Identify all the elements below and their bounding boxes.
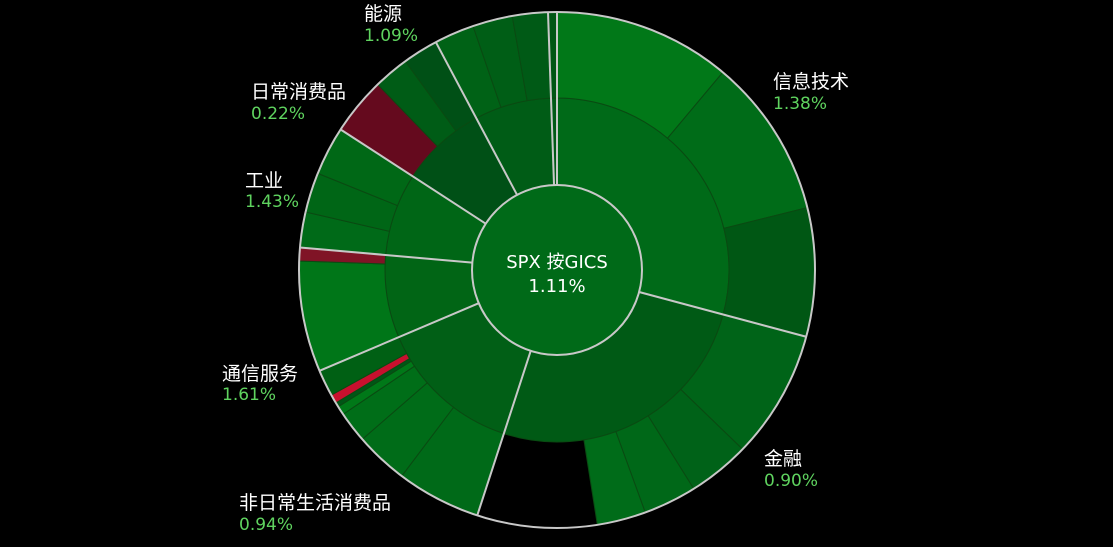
label-change: 0.22% [251, 104, 305, 124]
label-name: 能源 [364, 3, 402, 25]
sector-separator [340, 128, 487, 225]
label-name: 信息技术 [773, 71, 849, 93]
label-consumer-discretionary: 非日常生活消费品 0.94% [239, 492, 391, 535]
label-name: 金融 [764, 448, 802, 470]
center-change: 1.11% [528, 276, 585, 297]
sector-separator [319, 302, 480, 372]
label-change: 0.94% [239, 515, 293, 535]
label-change: 1.43% [245, 192, 299, 212]
label-energy: 能源 1.09% [364, 3, 418, 46]
label-name: 通信服务 [222, 363, 298, 385]
label-industrials: 工业 1.43% [245, 170, 299, 212]
label-name: 日常消费品 [251, 81, 346, 103]
label-change: 0.90% [764, 471, 818, 491]
segments-layer [298, 11, 816, 526]
sector-separator [434, 41, 518, 196]
sector-separator [638, 291, 807, 338]
sector-separator [476, 350, 532, 516]
label-change: 1.61% [222, 385, 276, 405]
label-communication-services: 通信服务 1.61% [222, 363, 298, 405]
label-financials: 金融 0.90% [764, 448, 818, 491]
label-name: 非日常生活消费品 [239, 492, 391, 514]
label-information-technology: 信息技术 1.38% [773, 71, 849, 114]
label-consumer-staples: 日常消费品 0.22% [251, 81, 346, 124]
label-change: 1.09% [364, 26, 418, 46]
center-circle[interactable] [471, 184, 643, 356]
sector-separator [299, 246, 473, 264]
label-name: 工业 [245, 170, 283, 192]
sector-separator [546, 12, 556, 186]
center-title: SPX 按GICS [506, 252, 608, 273]
label-change: 1.38% [773, 94, 827, 114]
chart-outer-border [298, 11, 816, 529]
